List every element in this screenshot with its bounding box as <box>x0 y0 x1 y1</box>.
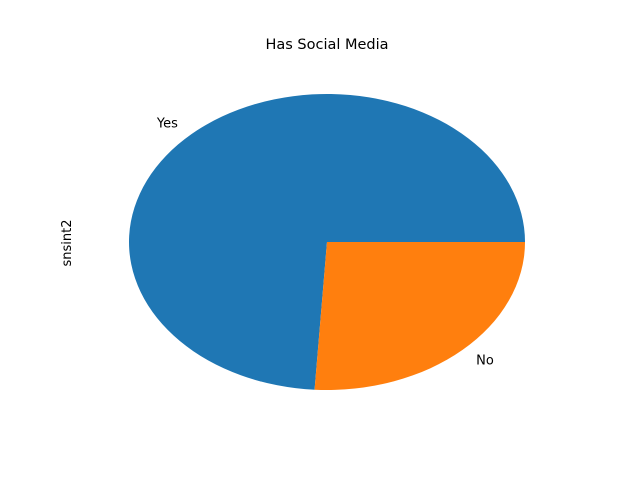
pie-label-yes: Yes <box>156 116 178 131</box>
pie-slice-labels: Yes No <box>156 116 494 368</box>
pie-slice-yes <box>129 94 526 390</box>
y-axis-label: snsint2 <box>60 219 75 266</box>
pie-slice-no <box>314 242 525 391</box>
pie-label-no: No <box>476 354 494 369</box>
chart-title: Has Social Media <box>265 37 388 53</box>
pie-slices <box>129 94 526 391</box>
